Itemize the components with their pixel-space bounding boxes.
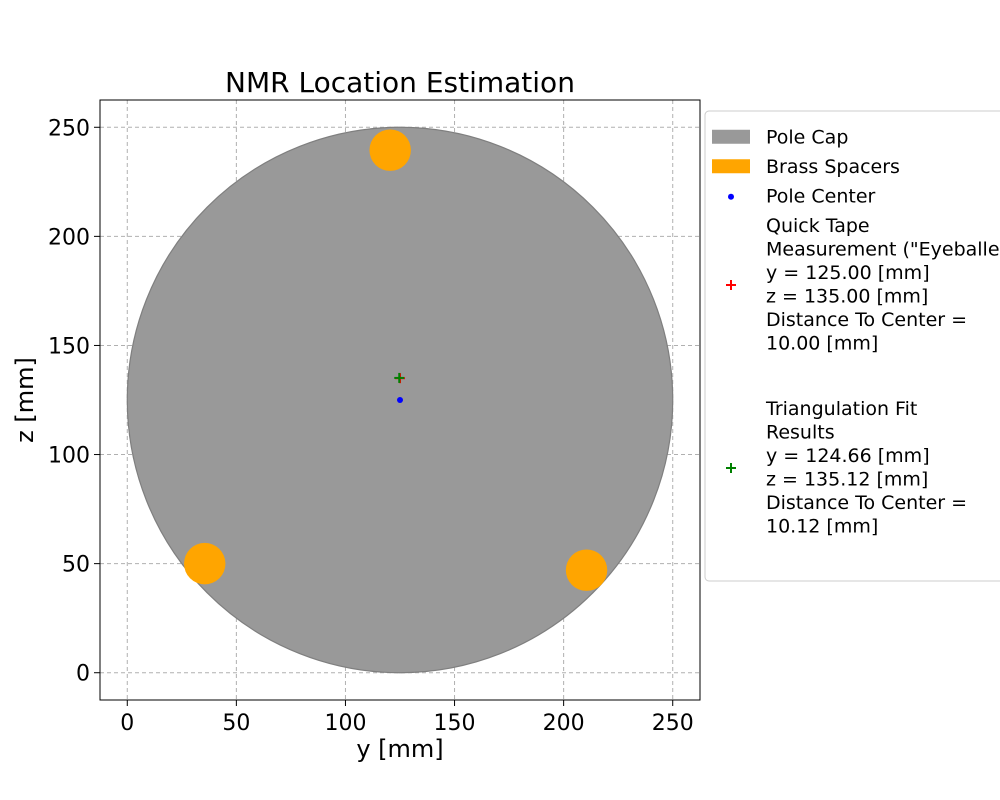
triangulation-marker — [394, 372, 405, 383]
y-axis-label: z [mm] — [11, 357, 39, 443]
legend-label: 10.12 [mm] — [766, 516, 878, 538]
legend-dot — [728, 193, 734, 200]
legend-label: 10.00 [mm] — [766, 333, 878, 355]
legend-label: Pole Center — [766, 186, 876, 208]
brass-spacer — [565, 549, 608, 591]
pole-center-marker — [397, 397, 403, 403]
legend-label: y = 124.66 [mm] — [766, 445, 930, 467]
legend-plus — [726, 463, 736, 473]
plot-area: 0 50 100 150 200 250 0 50 100 150 200 250 — [48, 99, 701, 736]
legend-label: Triangulation Fit — [765, 398, 917, 420]
legend-item: Brass Spacers — [712, 156, 900, 178]
legend-plus — [726, 280, 736, 290]
legend-label: Quick Tape — [766, 215, 870, 237]
y-tick-label: 150 — [48, 334, 90, 359]
legend-label: Pole Cap — [766, 127, 848, 149]
legend-label: Brass Spacers — [766, 156, 900, 178]
x-tick-label: 150 — [434, 711, 476, 736]
x-tick-label: 100 — [324, 711, 366, 736]
legend-label: Distance To Center = — [766, 492, 967, 514]
chart-title: NMR Location Estimation — [225, 66, 575, 99]
x-axis-label: y [mm] — [356, 735, 443, 763]
legend-label: y = 125.00 [mm] — [766, 262, 930, 284]
legend-box — [704, 110, 1000, 582]
legend-item: Pole Cap — [712, 127, 848, 149]
x-tick-label: 0 — [120, 711, 134, 736]
y-tick-label: 200 — [48, 225, 90, 250]
legend-patch — [712, 159, 750, 174]
legend-item: Pole Center — [728, 186, 876, 208]
y-tick-label: 250 — [48, 116, 90, 141]
y-tick-label: 0 — [76, 662, 90, 687]
legend-label: z = 135.00 [mm] — [766, 286, 928, 308]
legend-label: Results — [766, 422, 835, 444]
legend-label: z = 135.12 [mm] — [766, 469, 928, 491]
x-tick-label: 200 — [543, 711, 585, 736]
x-tick-label: 50 — [222, 711, 250, 736]
legend-label: Distance To Center = — [766, 309, 967, 331]
y-tick-label: 50 — [62, 553, 90, 578]
y-tick-label: 100 — [48, 444, 90, 469]
brass-spacer — [184, 542, 226, 585]
legend: Pole Cap Brass Spacers Pole Center Quick Ta… — [704, 110, 1000, 582]
brass-spacer — [369, 129, 411, 171]
legend-patch — [712, 129, 750, 144]
x-tick-label: 250 — [652, 711, 694, 736]
legend-label: Measurement ("Eyeballed") — [766, 239, 1000, 261]
axes-frame — [99, 99, 701, 701]
plot-content — [126, 126, 674, 674]
